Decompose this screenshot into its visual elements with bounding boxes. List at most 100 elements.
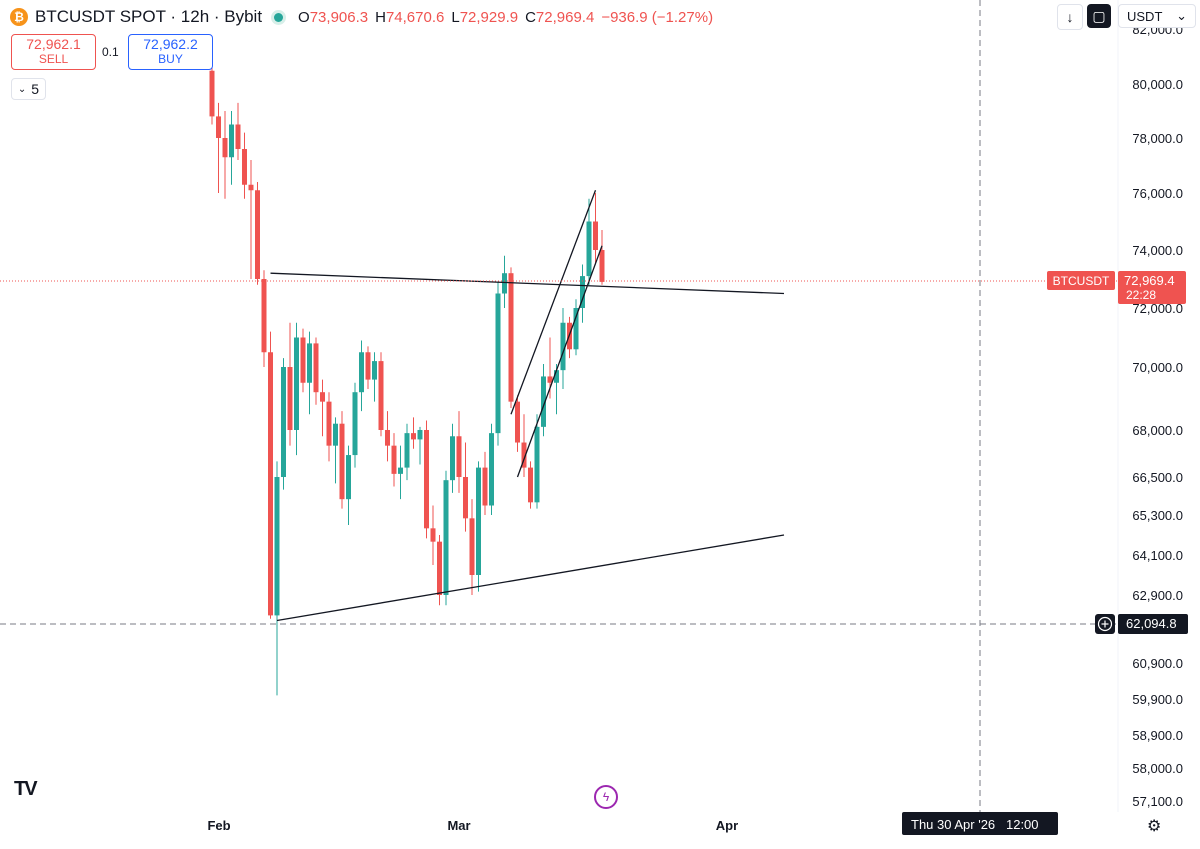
close-value: 72,969.4 [535,8,595,26]
symbol-title[interactable]: BTCUSDT SPOT · 12h · Bybit [35,7,263,26]
buy-label: BUY [158,52,183,66]
plus-circle-icon[interactable] [1097,616,1113,632]
low-label: L [451,8,460,26]
trendline[interactable] [276,534,785,622]
spread-value: 0.1 [102,45,119,59]
price-tick: 76,000.0 [1132,186,1183,201]
candle-body [235,124,241,149]
candle-body [528,467,533,503]
crosshair-price-value: 62,094.8 [1126,616,1177,631]
candle-body [365,352,371,380]
candle-body [268,352,273,616]
candle-body [476,467,481,575]
currency-value: USDT [1127,8,1163,24]
candle-body [261,279,267,353]
trendline[interactable] [516,245,603,478]
price-change: −936.9 (−1.27%) [601,8,714,26]
candle-body [430,528,436,542]
currency-select[interactable]: USDT ⌄ [1118,4,1196,28]
candle-body [391,445,397,474]
candle-body [398,467,403,474]
candle-body [417,430,423,440]
high-value: 74,670.6 [385,8,445,26]
crosshair-price-bg [1118,614,1188,634]
candle-body [372,361,377,380]
candle-body [359,352,364,393]
candle-body [508,273,514,402]
fullscreen-button[interactable]: ▢ [1087,4,1111,28]
price-axis[interactable]: 82,000.0 80,000.0 78,000.0 76,000.0 74,0… [1132,22,1183,809]
crosshair-price-label: 62,094.8 [1095,614,1188,634]
price-tick: 58,000.0 [1132,761,1183,776]
candle-body [294,337,299,430]
candle-body [248,184,254,191]
candle-body [300,337,306,383]
lightning-bolt-icon[interactable]: ϟ [594,785,618,809]
candle-body [489,433,494,506]
gear-icon[interactable]: ⚙ [1147,818,1162,835]
bolt-glyph: ϟ [602,790,610,804]
square-icon: ▢ [1092,7,1106,24]
candle-body [352,392,358,456]
crosshair-time-label: Thu 30 Apr '26 12:00 [902,812,1058,835]
candle-body [599,250,605,282]
candle-body [385,430,390,446]
candle-body [482,467,488,506]
price-tick: 65,300.0 [1132,508,1183,523]
trendline[interactable] [510,190,597,415]
time-axis[interactable]: Feb Mar Apr [207,818,738,833]
price-tick: 68,000.0 [1132,423,1183,438]
time-tick: Feb [207,818,230,833]
open-value: 73,906.3 [309,8,369,26]
price-tick: 72,000.0 [1132,301,1183,316]
candle-body [469,518,475,575]
candle-body [547,376,553,383]
candle-body [450,436,455,481]
candle-body [242,149,247,185]
price-tick: 59,900.0 [1132,692,1183,707]
tradingview-logo[interactable]: TV [14,778,38,800]
candle-body [443,480,449,595]
symbol-legend[interactable]: ₿ BTCUSDT SPOT · 12h · Bybit O 73,906.3 H… [10,6,713,28]
current-price-label: BTCUSDT 72,969.4 22:28 [1047,271,1186,304]
candle-body [534,426,540,503]
sell-button[interactable]: 72,962.1 SELL [11,34,96,70]
candle-body [274,477,280,616]
trendline[interactable] [270,272,785,295]
buy-button[interactable]: 72,962.2 BUY [128,34,213,70]
price-tag-bg [1118,271,1186,304]
price-tick: 74,000.0 [1132,243,1183,258]
price-tick: 57,100.0 [1132,794,1183,809]
candle-body [541,376,546,427]
candle-body [378,361,384,430]
candle-body [333,423,338,446]
price-tick: 62,900.0 [1132,588,1183,603]
sell-price: 72,962.1 [26,36,81,52]
candles-layer [209,57,605,696]
legend-collapse-toggle[interactable]: ⌄ 5 [11,78,46,100]
price-tick: 58,900.0 [1132,728,1183,743]
candle-body [495,293,501,434]
candle-body [313,343,319,393]
candle-body [593,221,598,250]
download-arrow-button[interactable]: ↓ [1057,4,1083,30]
arrow-down-icon: ↓ [1066,9,1074,25]
candle-body [222,138,228,158]
symbol-tag-bg [1047,271,1115,290]
candle-body [404,433,410,468]
low-value: 72,929.9 [459,8,519,26]
trendlines-layer[interactable] [270,190,785,622]
price-tick: 60,900.0 [1132,656,1183,671]
candle-body [502,273,507,294]
candle-body [209,70,215,117]
chevron-down-icon: ⌄ [17,83,27,95]
open-label: O [298,8,310,26]
price-tick: 66,500.0 [1132,470,1183,485]
crosshair-time-bg [902,812,1058,835]
crosshair-time-value: Thu 30 Apr '26 12:00 [911,817,1039,832]
price-tick: 80,000.0 [1132,77,1183,92]
candle-body [424,430,429,529]
current-price-value: 72,969.4 [1124,273,1175,288]
candle-body [339,423,345,500]
